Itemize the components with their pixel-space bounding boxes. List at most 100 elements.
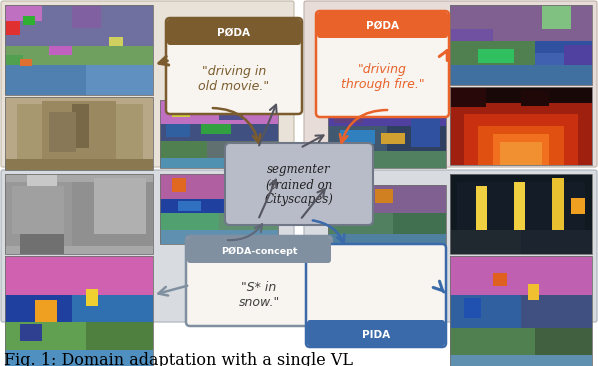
Bar [542,5,570,29]
Bar [166,124,190,137]
Text: PØDA: PØDA [366,21,399,31]
FancyBboxPatch shape [186,236,332,326]
FancyBboxPatch shape [316,11,449,117]
Bar [328,126,387,150]
Bar [563,45,592,65]
Text: PØDA: PØDA [218,28,251,38]
Bar [320,23,445,37]
Bar [390,268,402,314]
Text: "driving
through fire.": "driving through fire." [341,63,425,91]
Bar [450,230,521,254]
Bar [514,182,525,238]
Bar [5,55,23,65]
Bar [160,174,278,244]
Bar [5,174,153,254]
Bar [475,186,487,238]
Bar [5,97,153,170]
FancyBboxPatch shape [317,12,448,38]
Bar [316,254,436,325]
Bar [50,112,76,152]
FancyBboxPatch shape [304,1,597,167]
Bar [450,174,592,254]
Text: PØDA-concept: PØDA-concept [221,246,297,255]
Bar [450,41,535,65]
Bar [72,5,101,27]
Bar [450,29,493,41]
Bar [340,192,364,209]
Bar [450,5,592,85]
Bar [50,45,72,55]
Bar [364,261,376,314]
Bar [5,97,153,170]
Bar [310,325,442,343]
FancyBboxPatch shape [304,170,597,322]
Bar [450,174,592,254]
Bar [5,97,153,170]
Bar [450,87,592,165]
Bar [328,98,446,168]
Bar [334,265,346,314]
Bar [450,174,592,254]
Bar [5,5,153,45]
Bar [493,134,550,165]
Text: "S* in
snow.": "S* in snow." [239,281,280,309]
Bar [535,41,592,65]
Bar [535,53,563,65]
Bar [464,114,578,165]
Bar [450,5,592,85]
Bar [5,256,153,295]
Bar [160,230,278,244]
Bar [5,322,86,350]
Bar [5,174,153,254]
Bar [328,150,446,168]
Text: Fig. 1: Domain adaptation with a single VL: Fig. 1: Domain adaptation with a single … [4,352,353,366]
Bar [72,104,89,148]
Bar [450,295,521,328]
Bar [5,295,72,322]
Bar [334,101,364,123]
Bar [450,328,535,355]
Bar [450,256,592,295]
Bar [375,188,393,202]
Bar [42,101,116,163]
Bar [160,174,278,198]
Bar [190,248,328,262]
Bar [72,295,153,322]
Bar [27,174,57,186]
Text: "driving in
old movie.": "driving in old movie." [199,65,270,93]
Bar [521,91,550,107]
Bar [328,185,446,255]
Bar [328,185,446,255]
Bar [450,87,486,107]
Bar [20,324,42,341]
Bar [23,16,35,25]
Bar [478,49,514,63]
Bar [172,178,186,191]
Bar [528,284,539,300]
Bar [5,45,153,65]
Bar [207,141,278,158]
Text: segmenter
(trained on
Cityscapes): segmenter (trained on Cityscapes) [264,164,334,206]
Bar [5,174,153,254]
Bar [86,289,98,306]
Bar [5,350,153,366]
Bar [160,141,207,158]
Bar [160,158,278,168]
Bar [160,100,278,124]
FancyBboxPatch shape [1,170,294,322]
Bar [5,21,20,35]
Bar [457,182,585,250]
Bar [500,142,542,165]
Bar [328,185,446,213]
Bar [316,296,436,325]
Bar [450,87,592,165]
Bar [17,104,143,159]
Bar [5,182,72,246]
Bar [160,100,278,168]
Bar [493,273,507,286]
Bar [225,195,243,203]
Text: PIDA: PIDA [362,330,390,340]
Bar [387,126,446,150]
FancyBboxPatch shape [1,1,294,167]
Bar [352,286,400,304]
